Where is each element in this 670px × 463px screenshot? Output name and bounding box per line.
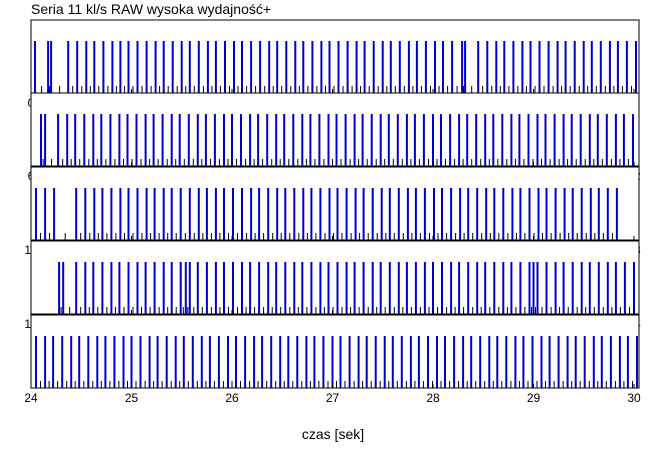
chart-title: Seria 11 kl/s RAW wysoka wydajność+ bbox=[31, 1, 271, 17]
row-frame bbox=[30, 240, 640, 315]
row-frame bbox=[30, 166, 640, 241]
chart-row-2: 6789101112 bbox=[28, 92, 641, 183]
x-tick-label: 25 bbox=[125, 391, 139, 405]
x-tick-label: 28 bbox=[426, 391, 440, 405]
row-frame bbox=[30, 92, 640, 167]
x-axis-label: czas [sek] bbox=[302, 426, 364, 442]
chart-rows: 0123456678910111212131415161718181920212… bbox=[24, 19, 641, 405]
x-tick-label: 30 bbox=[627, 391, 641, 405]
row-frame bbox=[30, 19, 640, 94]
x-tick-label: 29 bbox=[527, 391, 541, 405]
x-tick-label: 26 bbox=[225, 391, 239, 405]
chart-row-5: 24 25 26 27 28 29 30 bbox=[24, 314, 641, 405]
chart-row-1: 0123456 bbox=[28, 19, 640, 110]
row-frame bbox=[30, 314, 640, 389]
x-tick-label: 24 bbox=[24, 391, 38, 405]
x-tick-label: 27 bbox=[326, 391, 340, 405]
